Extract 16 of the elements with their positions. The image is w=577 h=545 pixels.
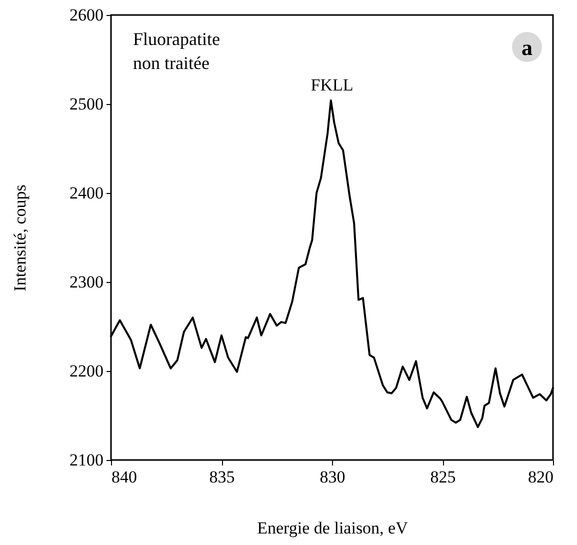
y-tick-label: 2100 — [70, 450, 104, 470]
x-tick-label: 825 — [430, 468, 456, 486]
y-tick-label: 2200 — [70, 362, 104, 380]
x-tick-label: 840 — [112, 468, 137, 486]
annotation: a — [522, 35, 532, 60]
y-tick-label: 2600 — [70, 6, 104, 24]
x-tick-label: 820 — [528, 468, 554, 486]
x-tick-label: 830 — [320, 468, 346, 486]
y-tick-label: 2400 — [70, 184, 104, 202]
annotation: Fluorapatite non traitée — [133, 29, 220, 73]
y-axis-title: Intensité, coups — [10, 184, 30, 292]
x-tick-label: 835 — [209, 468, 235, 486]
y-tick-label: 2300 — [70, 272, 104, 292]
y-tick-label: 2500 — [70, 94, 104, 114]
annotation: FKLL — [310, 75, 354, 94]
x-axis-title: Energie de liaison, eV — [257, 518, 409, 538]
